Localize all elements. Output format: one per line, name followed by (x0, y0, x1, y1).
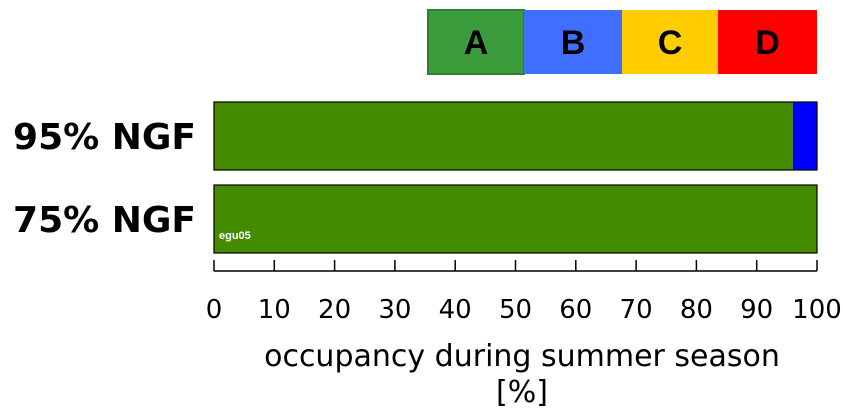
x-tick-label: 40 (439, 295, 472, 325)
row-label: 75% NGF (13, 200, 196, 241)
annotation-text: egu05 (219, 230, 251, 242)
legend-label-b: B (561, 24, 586, 62)
x-axis-title-line-2: [%] (496, 375, 548, 410)
x-tick-label: 20 (318, 295, 351, 325)
x-tick-label: 0 (206, 295, 223, 325)
x-tick-label: 60 (559, 295, 592, 325)
legend-label-d: D (755, 24, 780, 62)
x-tick-label: 90 (740, 295, 773, 325)
x-tick-label: 80 (680, 295, 713, 325)
bar-segment-b (793, 102, 817, 170)
legend: A B C D (428, 10, 817, 74)
x-axis-title-line-1: occupancy during summer season (264, 339, 780, 374)
x-tick-label: 100 (792, 295, 842, 325)
legend-label-a: A (464, 24, 489, 62)
x-axis: 0 10 20 30 40 50 60 70 80 90 100 (206, 260, 842, 325)
x-tick-label: 30 (378, 295, 411, 325)
x-tick-label: 10 (258, 295, 291, 325)
bar-rows: 95% NGF 75% NGF egu05 (13, 102, 817, 253)
x-tick-label: 50 (499, 295, 532, 325)
bar-segment-a (214, 185, 817, 253)
row-label: 95% NGF (13, 117, 196, 158)
x-tick-label: 70 (620, 295, 653, 325)
legend-label-c: C (658, 24, 683, 62)
bar-segment-a (214, 102, 793, 170)
